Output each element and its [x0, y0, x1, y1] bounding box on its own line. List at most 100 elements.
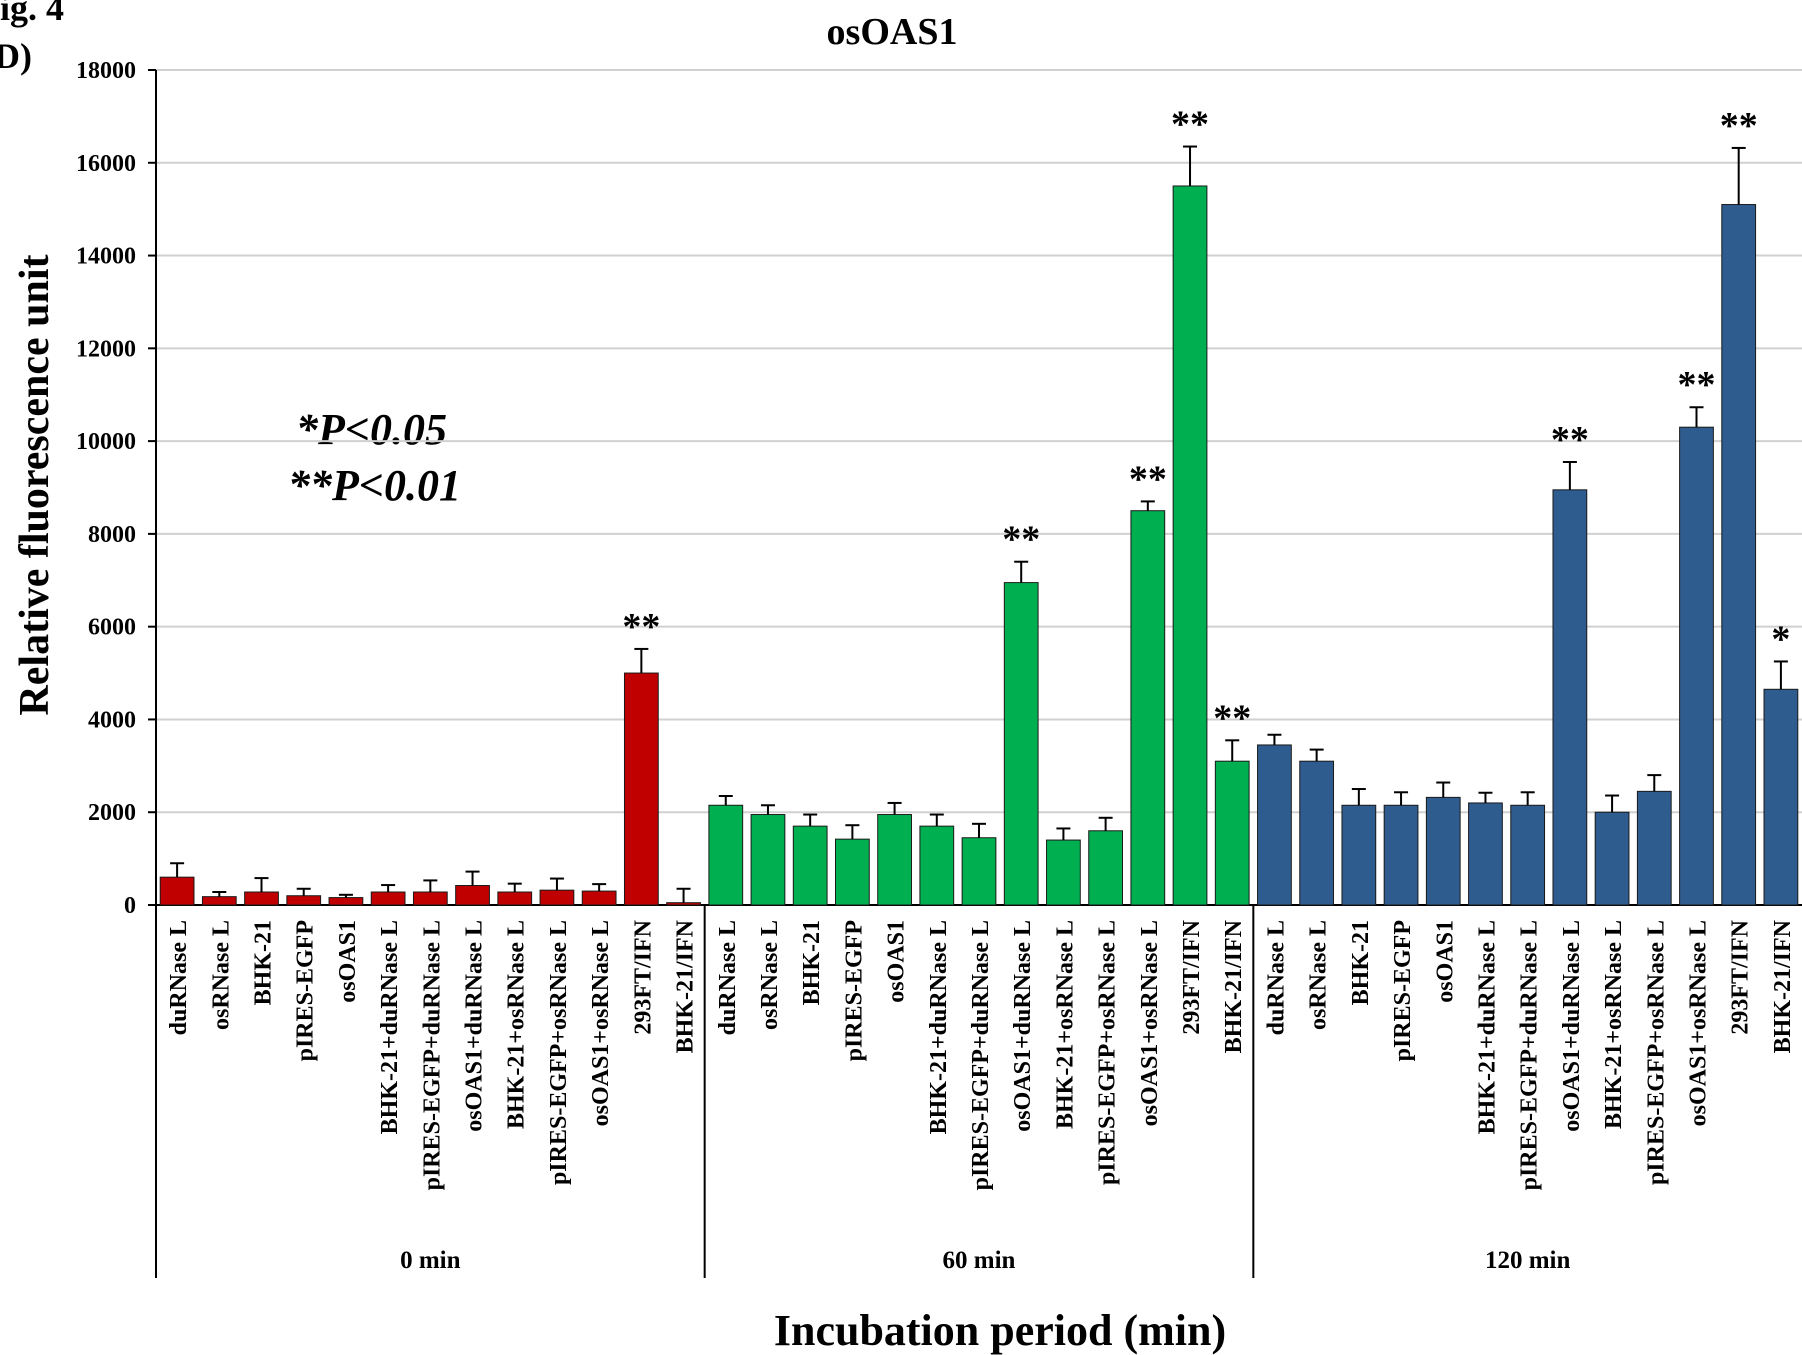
bar-2-5	[1468, 802, 1503, 906]
bar-0-5	[370, 891, 406, 906]
category-label-0-2: BHK-21	[251, 920, 277, 1005]
bar-1-0	[708, 804, 744, 906]
bar-2-1	[1299, 760, 1335, 906]
y-tick-label-18000: 18000	[76, 58, 136, 84]
category-label-0-10: osOAS1+osRNase L	[588, 920, 614, 1126]
significance-marker-2-12: *	[1771, 618, 1790, 660]
bar-0-3	[286, 895, 322, 906]
y-tick-label-6000: 6000	[88, 615, 136, 641]
category-label-1-8: BHK-21+osRNase L	[1052, 920, 1078, 1129]
category-label-1-6: pIRES-EGFP+duRNase L	[968, 920, 994, 1190]
bar-1-10	[1130, 510, 1166, 906]
bar-2-4	[1425, 796, 1461, 906]
y-tick-label-8000: 8000	[88, 522, 136, 548]
category-label-0-8: BHK-21+osRNase L	[504, 920, 530, 1129]
category-label-2-2: BHK-21	[1348, 920, 1374, 1005]
significance-marker-2-11: **	[1720, 105, 1758, 147]
significance-marker-2-7: **	[1551, 419, 1589, 461]
bar-1-6	[961, 837, 997, 906]
bar-1-5	[919, 825, 955, 906]
bar-1-7	[1003, 582, 1039, 906]
significance-note-p001: **P<0.01	[288, 461, 461, 510]
bar-1-1	[750, 814, 786, 906]
category-label-1-11: 293FT/IFN	[1179, 919, 1205, 1034]
bar-0-10	[581, 890, 617, 906]
category-label-0-12: BHK-21/IFN	[673, 919, 699, 1053]
category-label-1-5: BHK-21+duRNase L	[926, 920, 952, 1134]
category-label-2-7: osOAS1+duRNase L	[1559, 920, 1585, 1132]
bar-1-3	[835, 838, 870, 906]
bar-2-0	[1257, 744, 1292, 906]
y-tick-label-4000: 4000	[88, 707, 136, 733]
y-tick-label-0: 0	[124, 893, 136, 919]
category-label-1-0: duRNase L	[715, 920, 741, 1035]
significance-note-p005: *P<0.05	[296, 405, 447, 454]
category-label-2-5: BHK-21+duRNase L	[1474, 920, 1500, 1134]
bar-2-12	[1763, 688, 1799, 906]
group-label-2: 120 min	[1485, 1247, 1571, 1274]
category-label-2-6: pIRES-EGFP+duRNase L	[1517, 920, 1543, 1190]
category-label-2-10: osOAS1+osRNase L	[1685, 920, 1711, 1126]
bar-1-9	[1088, 830, 1123, 906]
category-label-0-6: pIRES-EGFP+duRNase L	[419, 920, 445, 1190]
category-label-1-10: osOAS1+osRNase L	[1137, 920, 1163, 1126]
bar-2-2	[1341, 804, 1377, 906]
group-label-1: 60 min	[943, 1247, 1016, 1274]
bar-2-3	[1383, 804, 1419, 906]
category-label-0-7: osOAS1+duRNase L	[462, 920, 488, 1132]
category-label-0-3: pIRES-EGFP	[293, 920, 319, 1061]
x-axis-label: Incubation period (min)	[774, 1306, 1226, 1355]
bar-2-7	[1552, 489, 1588, 906]
category-label-0-1: osRNase L	[208, 920, 234, 1030]
y-tick-label-2000: 2000	[88, 800, 136, 826]
y-axis-label: Relative fluorescence unit	[12, 254, 58, 715]
significance-marker-1-12: **	[1213, 697, 1251, 739]
bar-0-1	[201, 896, 237, 906]
figure-label-line-1: Fig. 4	[0, 0, 64, 28]
bar-1-11	[1172, 185, 1208, 906]
significance-marker-1-11: **	[1171, 104, 1209, 146]
y-tick-label-10000: 10000	[76, 429, 136, 455]
bar-1-8	[1046, 839, 1081, 906]
category-label-0-11: 293FT/IFN	[630, 919, 656, 1034]
category-label-0-4: osOAS1	[335, 920, 361, 1003]
bar-0-12	[666, 902, 701, 906]
category-label-1-4: osOAS1	[884, 920, 910, 1003]
bar-1-12	[1214, 760, 1250, 906]
bar-0-4	[328, 897, 364, 906]
bar-0-8	[497, 891, 533, 906]
category-label-0-9: pIRES-EGFP+osRNase L	[546, 920, 572, 1185]
bar-2-11	[1721, 204, 1757, 906]
y-tick-label-14000: 14000	[76, 244, 136, 270]
y-tick-label-16000: 16000	[76, 151, 136, 177]
chart-title: osOAS1	[827, 11, 958, 53]
bar-0-11	[623, 672, 659, 906]
category-label-1-9: pIRES-EGFP+osRNase L	[1095, 920, 1121, 1185]
category-label-0-5: BHK-21+duRNase L	[377, 920, 403, 1134]
bar-1-2	[792, 825, 828, 906]
category-label-1-1: osRNase L	[757, 920, 783, 1030]
category-label-2-0: duRNase L	[1263, 920, 1289, 1035]
figure-label-line-2: (D)	[0, 36, 32, 76]
significance-marker-0-11: **	[622, 606, 660, 648]
bar-2-10	[1679, 426, 1714, 906]
category-label-1-2: BHK-21	[799, 920, 825, 1005]
bar-0-2	[244, 891, 279, 906]
category-label-1-12: BHK-21/IFN	[1221, 919, 1247, 1053]
category-label-2-4: osOAS1	[1432, 920, 1458, 1003]
category-label-2-1: osRNase L	[1306, 920, 1332, 1030]
significance-marker-1-7: **	[1002, 519, 1040, 561]
category-label-1-7: osOAS1+duRNase L	[1010, 920, 1036, 1132]
category-label-0-0: duRNase L	[166, 920, 192, 1035]
bar-0-9	[539, 889, 575, 906]
y-tick-label-12000: 12000	[76, 336, 136, 362]
significance-marker-1-10: **	[1129, 458, 1167, 500]
bar-1-4	[877, 814, 912, 906]
plot-area: 0 2000 4000 6000 8000 10000 12000 14000 16000 180…	[76, 58, 1802, 1278]
category-label-2-8: BHK-21+osRNase L	[1601, 920, 1627, 1129]
significance-marker-2-10: **	[1677, 364, 1715, 406]
bar-0-6	[412, 891, 448, 906]
category-label-2-9: pIRES-EGFP+osRNase L	[1643, 920, 1669, 1185]
category-label-2-11: 293FT/IFN	[1728, 919, 1754, 1034]
